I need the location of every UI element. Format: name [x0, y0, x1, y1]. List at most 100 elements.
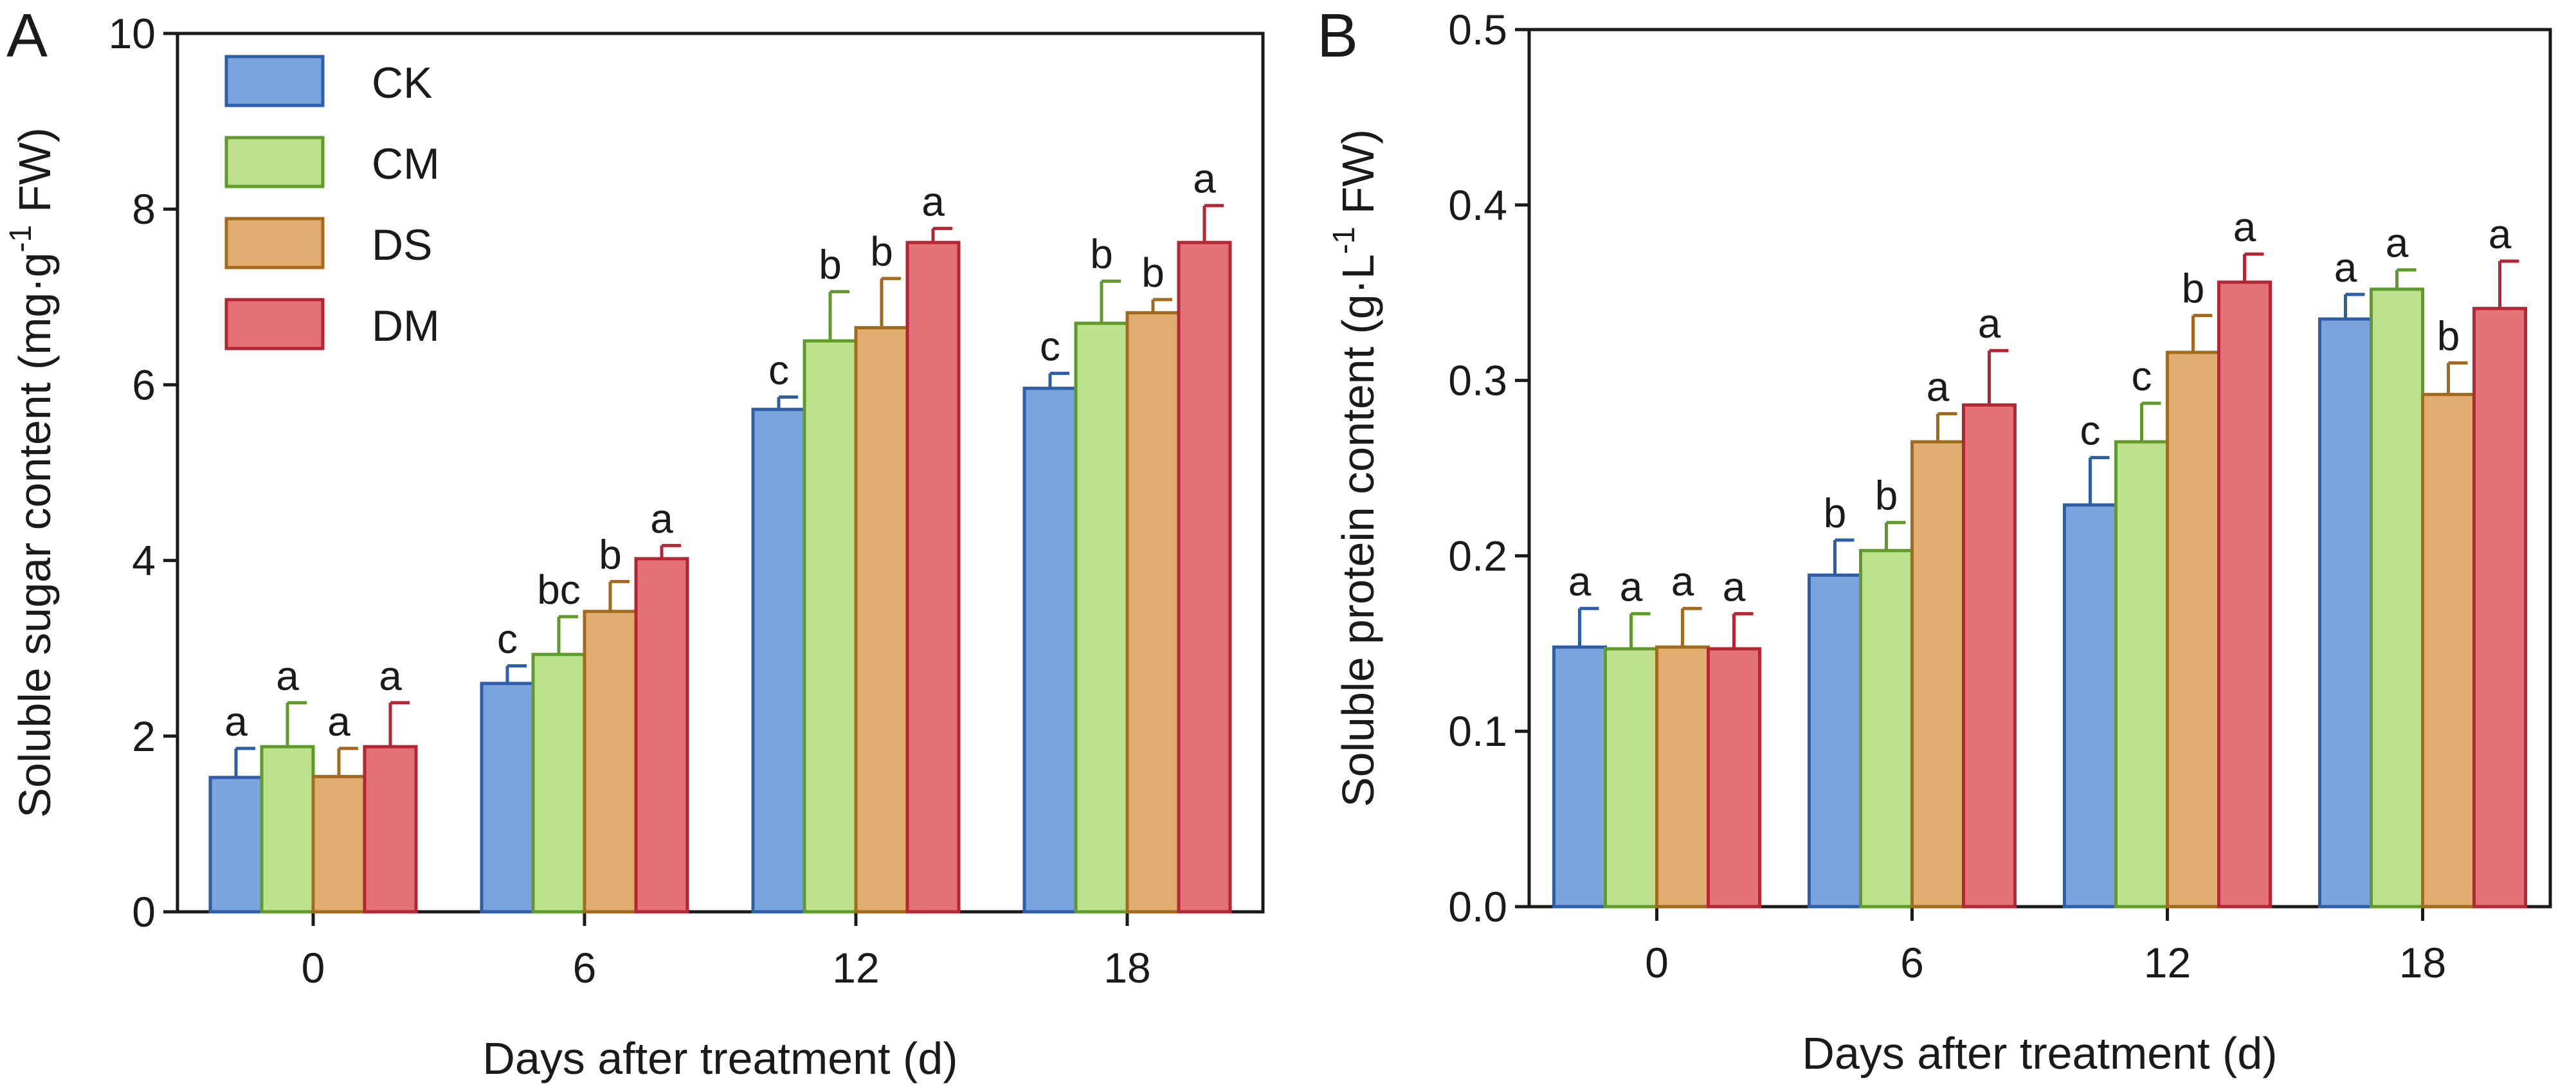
y-axis-title-tail: FW)	[10, 127, 60, 225]
significance-letter: a	[2334, 244, 2357, 291]
y-tick-label: 0	[132, 888, 156, 936]
y-axis-title-main: Soluble protein content (g·L	[1333, 254, 1383, 807]
legend-swatch-cm	[224, 136, 325, 188]
x-axis-title: Days after treatment (d)	[482, 1033, 957, 1083]
y-axis-title-tail: FW)	[1333, 129, 1383, 227]
legend-swatch-dm	[224, 298, 325, 350]
legend-swatch-ds	[224, 217, 325, 269]
bar-dm-day-6	[634, 557, 689, 914]
significance-letter: a	[2233, 204, 2256, 250]
y-axis-title-main: Soluble sugar content (mg·g	[10, 252, 60, 817]
significance-letter: a	[1568, 558, 1592, 604]
y-tick-label: 8	[132, 185, 156, 233]
panel-letter: B	[1317, 1, 1358, 70]
significance-letter: c	[497, 616, 518, 662]
bar-ds-day-18	[2421, 392, 2476, 909]
legend-label-ds: DS	[372, 221, 432, 269]
bar-dm-day-18	[1177, 240, 1232, 914]
bar-dm-day-12	[905, 240, 961, 914]
bar-cm-day-12	[2114, 440, 2169, 909]
y-tick-label: 2	[132, 712, 156, 760]
bar-cm-day-18	[1074, 322, 1129, 914]
significance-letter: a	[921, 178, 945, 224]
significance-letter: a	[379, 653, 402, 699]
significance-letter: b	[819, 242, 842, 288]
significance-letter: a	[650, 495, 673, 541]
bar-ds-day-18	[1125, 311, 1181, 914]
bar-ck-day-6	[480, 682, 535, 914]
plot-frame	[1527, 28, 2552, 909]
bar-ds-day-12	[2166, 350, 2220, 909]
significance-letter: a	[2386, 220, 2409, 266]
bar-cm-day-18	[2370, 287, 2424, 909]
significance-letter: b	[1875, 473, 1898, 519]
significance-letter: a	[1620, 563, 1643, 610]
plot-frame	[176, 32, 1265, 914]
bar-cm-day-6	[1859, 549, 1914, 909]
y-tick-label: 10	[109, 10, 156, 57]
significance-letter: a	[327, 698, 350, 745]
y-axis-title-superscript: -1	[4, 225, 38, 253]
bar-ds-day-12	[854, 326, 909, 914]
bar-dm-day-18	[2472, 307, 2527, 909]
significance-letter: b	[1090, 231, 1113, 277]
significance-letter: a	[1723, 563, 1746, 610]
bar-ck-day-12	[751, 408, 806, 914]
y-tick-label: 6	[132, 361, 156, 408]
bar-cm-day-0	[260, 745, 315, 914]
y-tick-label: 4	[132, 537, 156, 585]
bar-dm-day-6	[1962, 403, 2017, 909]
bar-ck-day-6	[1808, 573, 1862, 909]
x-tick-label: 12	[2144, 939, 2191, 986]
x-tick-label: 12	[832, 944, 879, 992]
x-tick-label: 0	[302, 944, 325, 992]
y-axis-title: Soluble protein content (g·L-1 FW)	[1327, 129, 1383, 807]
x-tick-label: 6	[1900, 939, 1924, 986]
significance-letter: bc	[537, 567, 581, 613]
x-axis-title: Days after treatment (d)	[1802, 1028, 2277, 1078]
bar-dm-day-12	[2217, 280, 2272, 909]
significance-letter: c	[2132, 353, 2152, 399]
bar-dm-day-0	[1707, 647, 1761, 909]
significance-letter: a	[2489, 211, 2512, 257]
bar-ck-day-18	[2318, 317, 2373, 909]
significance-letter: a	[1671, 558, 1694, 604]
bar-ck-day-0	[208, 775, 264, 914]
y-tick-label: 0.3	[1448, 357, 1507, 404]
bar-ds-day-0	[1655, 645, 1710, 909]
bar-cm-day-12	[803, 339, 858, 914]
panel-letter: A	[6, 1, 48, 70]
bar-ds-day-6	[583, 610, 638, 914]
legend-label-cm: CM	[372, 140, 440, 188]
legend-label-dm: DM	[372, 302, 440, 350]
significance-letter: a	[276, 653, 299, 699]
significance-letter: c	[2080, 408, 2101, 454]
x-tick-label: 0	[1645, 939, 1669, 986]
bar-ds-day-6	[1910, 440, 1965, 909]
y-tick-label: 0.4	[1448, 181, 1507, 229]
y-tick-label: 0.2	[1448, 532, 1507, 579]
x-tick-label: 18	[1103, 944, 1150, 992]
significance-letter: a	[1978, 300, 2001, 347]
y-tick-label: 0.0	[1448, 883, 1507, 930]
significance-letter: a	[1927, 363, 1950, 410]
bar-ck-day-18	[1022, 386, 1078, 914]
legend-swatch-ck	[224, 55, 325, 107]
significance-letter: c	[768, 347, 789, 394]
significance-letter: b	[599, 531, 622, 577]
y-tick-label: 0.1	[1448, 707, 1507, 755]
y-axis-title-superscript: -1	[1327, 226, 1361, 254]
bar-dm-day-0	[363, 745, 418, 914]
significance-letter: b	[2437, 313, 2460, 359]
x-tick-label: 6	[573, 944, 597, 992]
significance-letter: b	[1824, 490, 1847, 536]
significance-letter: c	[1040, 323, 1060, 370]
significance-letter: b	[2182, 266, 2205, 312]
bar-ck-day-12	[2063, 503, 2118, 909]
bar-cm-day-0	[1604, 647, 1658, 909]
significance-letter: b	[870, 228, 893, 275]
significance-letter: b	[1141, 249, 1165, 296]
